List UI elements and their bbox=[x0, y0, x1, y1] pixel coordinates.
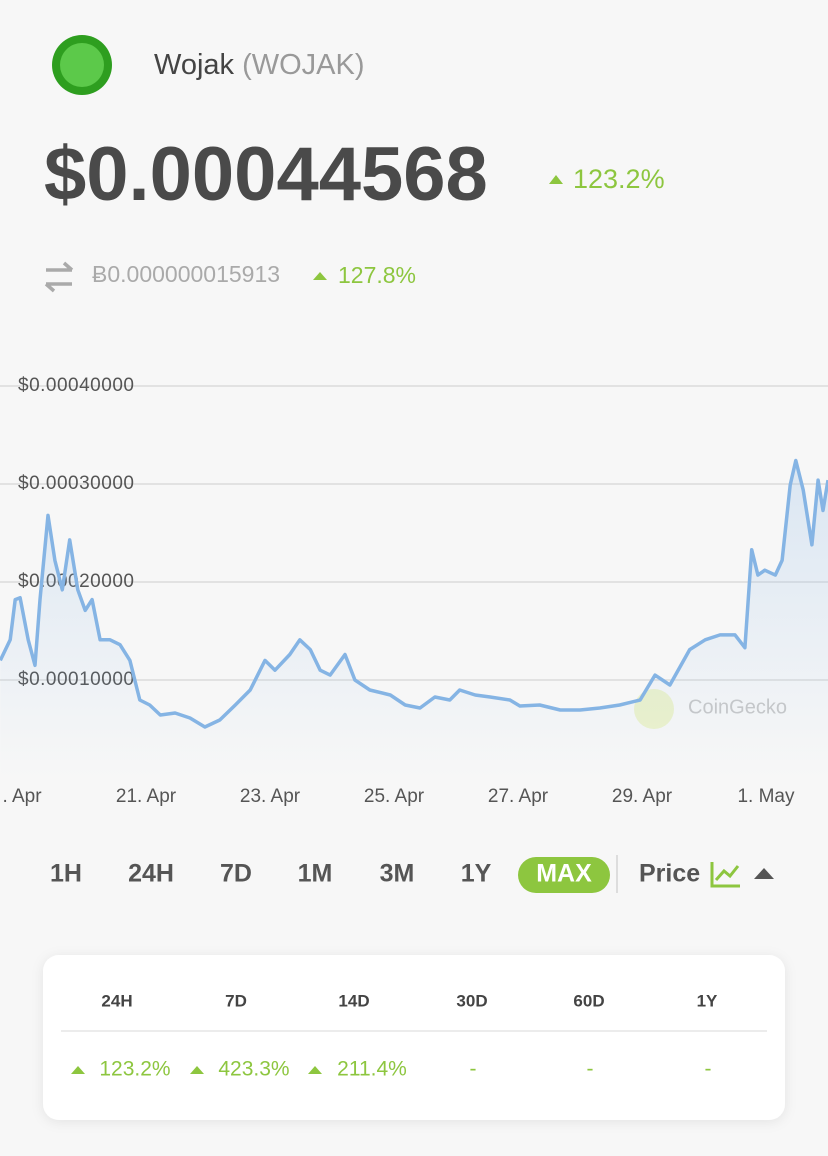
table-cell: 211.4% bbox=[337, 1058, 407, 1081]
y-tick-label: $0.00040000 bbox=[18, 375, 134, 396]
active-tab-pill[interactable] bbox=[518, 857, 610, 893]
table-header: 7D bbox=[225, 991, 247, 1010]
price-chart: $0.00010000$0.00020000$0.00030000$0.0004… bbox=[0, 375, 828, 807]
caret[interactable] bbox=[754, 868, 774, 879]
stats-card bbox=[43, 955, 785, 1120]
time-tab[interactable]: 7D bbox=[220, 860, 252, 888]
up-arrow bbox=[71, 1066, 85, 1074]
avatar-face bbox=[60, 43, 104, 87]
coin-symbol: (WOJAK) bbox=[242, 49, 364, 81]
stats-table: 24H 7D 14D 30D 60D 1Y 123.2% 423.3% 211.4% - - - bbox=[71, 991, 718, 1081]
x-tick-label: 25. Apr bbox=[364, 786, 425, 807]
table-cell: 423.3% bbox=[218, 1058, 289, 1081]
coin-name: Wojak bbox=[154, 49, 235, 81]
table-cell: - bbox=[587, 1058, 594, 1081]
time-tabs: 1H 24H 7D 1M 3M 1Y MAX bbox=[50, 857, 610, 893]
up-arrow bbox=[313, 272, 327, 280]
time-tab[interactable]: 24H bbox=[128, 860, 174, 888]
up-arrow bbox=[190, 1066, 204, 1074]
area bbox=[0, 460, 828, 778]
chart-icon[interactable] bbox=[710, 862, 740, 888]
table-cell: 123.2% bbox=[99, 1058, 170, 1081]
x-tick-label: 29. Apr bbox=[612, 786, 673, 807]
table-header: 24H bbox=[101, 991, 132, 1010]
x-tick-label: 23. Apr bbox=[240, 786, 301, 807]
time-tab[interactable]: 1M bbox=[298, 860, 333, 888]
time-tab[interactable]: MAX bbox=[536, 860, 592, 888]
up-arrow bbox=[549, 175, 563, 184]
btc-price: Ƀ0.000000015913 bbox=[92, 261, 280, 287]
table-header: 60D bbox=[573, 991, 604, 1010]
price-toggle[interactable]: Price bbox=[639, 860, 700, 888]
table-cell: - bbox=[470, 1058, 477, 1081]
time-tab[interactable]: 3M bbox=[380, 860, 415, 888]
table-cell: - bbox=[705, 1058, 712, 1081]
price: $0.00044568 bbox=[44, 132, 488, 217]
swap-icon bbox=[44, 261, 74, 293]
up-arrow bbox=[308, 1066, 322, 1074]
time-tab[interactable]: 1Y bbox=[461, 860, 492, 888]
x-tick-label: . Apr bbox=[2, 786, 42, 807]
time-tab[interactable]: 1H bbox=[50, 860, 82, 888]
table-header: 1Y bbox=[697, 991, 718, 1010]
table-header: 14D bbox=[338, 991, 369, 1010]
x-tick-label: 1. May bbox=[737, 786, 795, 807]
price-line bbox=[0, 458, 828, 729]
y-tick-label: $0.00030000 bbox=[18, 473, 134, 494]
table-header: 30D bbox=[456, 991, 487, 1010]
x-tick-label: 27. Apr bbox=[488, 786, 549, 807]
price-change: 123.2% bbox=[573, 164, 665, 194]
x-tick-label: 21. Apr bbox=[116, 786, 177, 807]
coin-title: Wojak (WOJAK) bbox=[154, 49, 365, 81]
btc-change: 127.8% bbox=[338, 262, 416, 288]
